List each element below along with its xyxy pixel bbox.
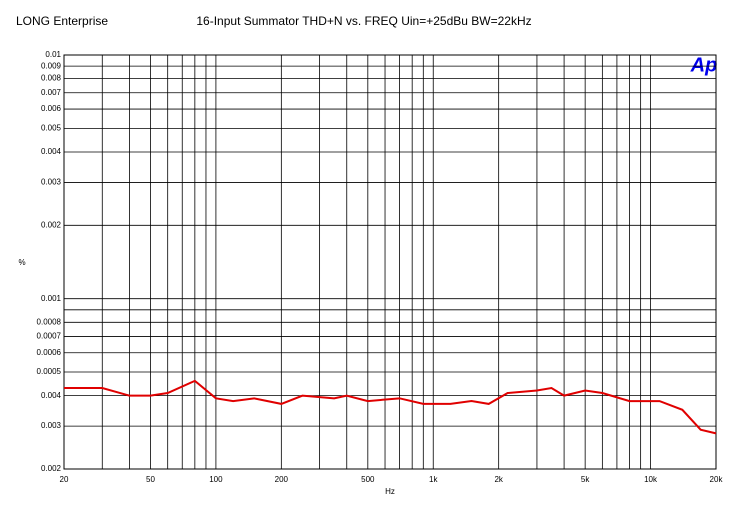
company: LONG Enterprise bbox=[16, 14, 108, 28]
y-tick-label: 0.001 bbox=[41, 294, 62, 303]
y-tick-label: 0.007 bbox=[41, 88, 62, 97]
x-tick-label: 2k bbox=[494, 475, 503, 484]
chart-title: 16-Input Summator THD+N vs. FREQ Uin=+25… bbox=[196, 14, 531, 28]
y-tick-label: 0.002 bbox=[41, 464, 62, 473]
x-tick-label: 20 bbox=[60, 475, 69, 484]
x-tick-label: 100 bbox=[209, 475, 223, 484]
x-tick-label: 1k bbox=[429, 475, 438, 484]
x-tick-label: 50 bbox=[146, 475, 155, 484]
x-axis-label: Hz bbox=[385, 487, 395, 496]
y-tick-label: 0.003 bbox=[41, 421, 62, 430]
y-tick-label: 0.0005 bbox=[37, 367, 62, 376]
logo: Ap bbox=[690, 54, 718, 76]
y-tick-label: 0.004 bbox=[41, 391, 62, 400]
y-tick-label: 0.006 bbox=[41, 104, 62, 113]
y-tick-label: 0.0007 bbox=[37, 332, 62, 341]
data-line bbox=[64, 379, 717, 435]
x-tick-label: 200 bbox=[275, 475, 289, 484]
x-tick-label: 10k bbox=[644, 475, 658, 484]
y-tick-label: 0.005 bbox=[41, 123, 62, 132]
y-tick-label: 0.008 bbox=[41, 74, 62, 83]
y-tick-label: 0.0006 bbox=[37, 348, 62, 357]
x-tick-label: 20k bbox=[710, 475, 724, 484]
x-tick-label: 500 bbox=[361, 475, 375, 484]
y-tick-label: 0.0008 bbox=[37, 317, 62, 326]
y-tick-label: 0.003 bbox=[41, 178, 62, 187]
x-tick-label: 5k bbox=[581, 475, 590, 484]
y-axis-label: % bbox=[18, 258, 25, 267]
y-tick-label: 0.004 bbox=[41, 147, 62, 156]
y-tick-label: 0.002 bbox=[41, 220, 62, 229]
plot-frame bbox=[63, 54, 717, 470]
y-tick-label: 0.009 bbox=[41, 61, 62, 70]
y-tick-label: 0.01 bbox=[45, 50, 61, 59]
